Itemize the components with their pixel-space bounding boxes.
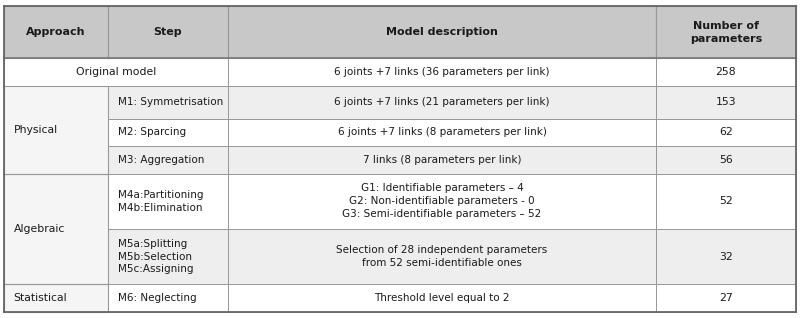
Text: 6 joints +7 links (36 parameters per link): 6 joints +7 links (36 parameters per lin… — [334, 67, 550, 77]
Bar — [108, 229, 228, 284]
Bar — [656, 119, 796, 146]
Bar — [228, 58, 656, 86]
Bar — [656, 284, 796, 312]
Text: Model description: Model description — [386, 27, 498, 37]
Text: Threshold level equal to 2: Threshold level equal to 2 — [374, 293, 510, 303]
Text: 6 joints +7 links (8 parameters per link): 6 joints +7 links (8 parameters per link… — [338, 128, 546, 137]
Text: 32: 32 — [719, 252, 733, 261]
Bar — [4, 174, 108, 284]
Bar — [108, 86, 228, 119]
Text: 6 joints +7 links (21 parameters per link): 6 joints +7 links (21 parameters per lin… — [334, 97, 550, 107]
Bar — [108, 6, 228, 58]
Text: M2: Sparcing: M2: Sparcing — [118, 128, 186, 137]
Bar — [108, 146, 228, 174]
Bar — [228, 119, 656, 146]
Text: 52: 52 — [719, 196, 733, 206]
Bar — [228, 174, 656, 229]
Bar — [656, 6, 796, 58]
Text: M4a:Partitioning
M4b:Elimination: M4a:Partitioning M4b:Elimination — [118, 190, 203, 213]
Bar — [4, 6, 108, 58]
Text: 258: 258 — [716, 67, 736, 77]
Bar — [656, 146, 796, 174]
Text: 62: 62 — [719, 128, 733, 137]
Text: M1: Symmetrisation: M1: Symmetrisation — [118, 97, 223, 107]
Bar — [108, 284, 228, 312]
Text: M6: Neglecting: M6: Neglecting — [118, 293, 196, 303]
Bar — [228, 229, 656, 284]
Bar — [4, 86, 108, 174]
Text: Approach: Approach — [26, 27, 86, 37]
Text: 56: 56 — [719, 155, 733, 165]
Bar — [228, 146, 656, 174]
Text: Original model: Original model — [76, 67, 156, 77]
Text: Number of
parameters: Number of parameters — [690, 21, 762, 44]
Text: 27: 27 — [719, 293, 733, 303]
Bar — [4, 58, 228, 86]
Bar — [656, 174, 796, 229]
Bar — [108, 119, 228, 146]
Bar — [228, 284, 656, 312]
Text: Step: Step — [154, 27, 182, 37]
Text: G1: Identifiable parameters – 4
G2: Non-identifiable parameters - 0
G3: Semi-ide: G1: Identifiable parameters – 4 G2: Non-… — [342, 183, 542, 219]
Bar — [4, 284, 108, 312]
Text: 153: 153 — [716, 97, 736, 107]
Bar — [228, 86, 656, 119]
Bar — [656, 86, 796, 119]
Text: Selection of 28 independent parameters
from 52 semi-identifiable ones: Selection of 28 independent parameters f… — [336, 245, 548, 268]
Bar — [656, 58, 796, 86]
Bar — [108, 174, 228, 229]
Text: Statistical: Statistical — [14, 293, 67, 303]
Bar — [656, 229, 796, 284]
Text: 7 links (8 parameters per link): 7 links (8 parameters per link) — [362, 155, 522, 165]
Text: Physical: Physical — [14, 125, 58, 135]
Bar — [228, 6, 656, 58]
Text: Algebraic: Algebraic — [14, 224, 65, 234]
Text: M3: Aggregation: M3: Aggregation — [118, 155, 204, 165]
Text: M5a:Splitting
M5b:Selection
M5c:Assigning: M5a:Splitting M5b:Selection M5c:Assignin… — [118, 239, 193, 274]
